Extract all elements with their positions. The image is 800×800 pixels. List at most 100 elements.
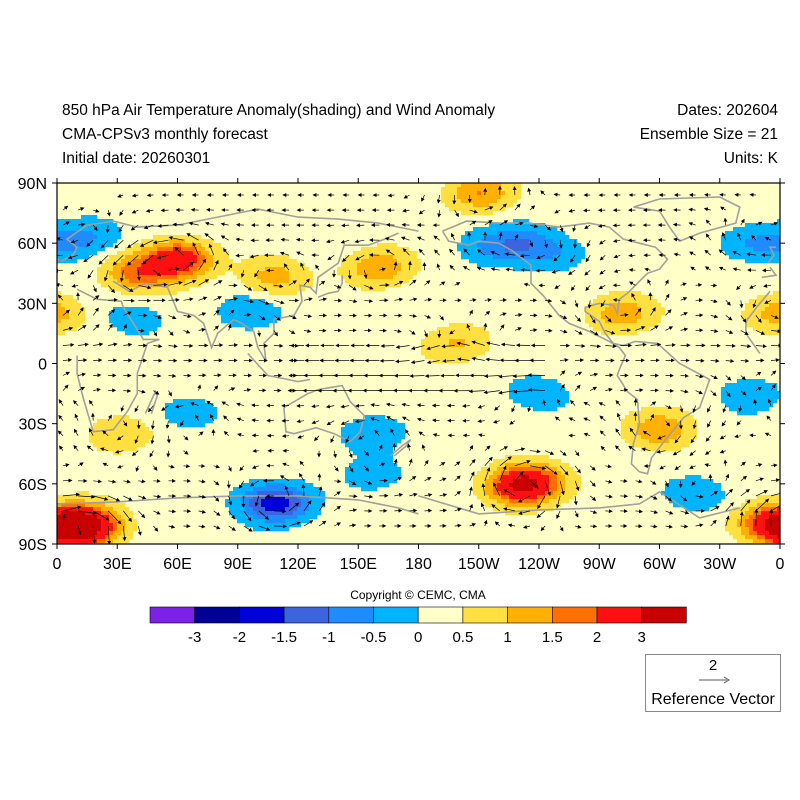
anomaly-cell xyxy=(493,259,498,264)
wind-vector xyxy=(394,297,404,302)
anomaly-cell xyxy=(505,463,510,468)
anomaly-cell xyxy=(657,423,662,428)
wind-vector xyxy=(254,495,260,507)
anomaly-cell xyxy=(381,447,386,452)
anomaly-cell xyxy=(385,451,390,456)
anomaly-cell xyxy=(113,419,118,424)
anomaly-cell xyxy=(129,279,134,284)
wind-vector xyxy=(559,465,569,476)
anomaly-cell xyxy=(613,291,618,296)
anomaly-cell xyxy=(761,395,766,400)
anomaly-cell xyxy=(109,515,114,520)
anomaly-cell xyxy=(497,471,502,476)
anomaly-cell xyxy=(237,267,242,272)
anomaly-cell xyxy=(265,483,270,488)
anomaly-cell xyxy=(769,243,774,248)
anomaly-cell xyxy=(141,239,146,244)
anomaly-cell xyxy=(125,251,130,256)
wind-vector xyxy=(740,475,748,482)
anomaly-cell xyxy=(57,319,62,324)
anomaly-cell xyxy=(477,343,482,348)
anomaly-cell xyxy=(93,247,98,252)
wind-vector xyxy=(83,254,94,263)
anomaly-cell xyxy=(177,271,182,276)
anomaly-cell xyxy=(113,535,118,540)
anomaly-cell xyxy=(437,355,442,360)
anomaly-cell xyxy=(393,431,398,436)
anomaly-cell xyxy=(669,483,674,488)
anomaly-cell xyxy=(773,387,778,392)
anomaly-cell xyxy=(745,251,750,256)
anomaly-cell xyxy=(357,275,362,280)
anomaly-cell xyxy=(537,495,542,500)
anomaly-cell xyxy=(461,235,466,240)
anomaly-cell xyxy=(61,243,66,248)
anomaly-cell xyxy=(741,515,746,520)
anomaly-cell xyxy=(81,503,86,508)
anomaly-cell xyxy=(681,491,686,496)
anomaly-cell xyxy=(517,455,522,460)
anomaly-cell xyxy=(461,207,466,212)
anomaly-cell xyxy=(137,435,142,440)
wind-vector xyxy=(143,224,154,230)
anomaly-cell xyxy=(89,531,94,536)
anomaly-cell xyxy=(485,263,490,268)
anomaly-cell xyxy=(365,479,370,484)
wind-vector xyxy=(138,389,146,394)
anomaly-cell xyxy=(457,359,462,364)
anomaly-cell xyxy=(629,431,634,436)
anomaly-cell xyxy=(705,503,710,508)
anomaly-cell xyxy=(369,431,374,436)
anomaly-cell xyxy=(529,487,534,492)
anomaly-cell xyxy=(185,243,190,248)
wind-vector xyxy=(135,465,140,472)
anomaly-cell xyxy=(401,247,406,252)
anomaly-cell xyxy=(265,279,270,284)
anomaly-cell xyxy=(449,191,454,196)
anomaly-cell xyxy=(557,487,562,492)
anomaly-cell xyxy=(621,303,626,308)
wind-vector xyxy=(379,462,386,467)
anomaly-cell xyxy=(761,507,766,512)
wind-vector xyxy=(558,240,563,249)
wind-vector xyxy=(560,358,569,363)
anomaly-cell xyxy=(501,187,506,192)
anomaly-cell xyxy=(89,527,94,532)
anomaly-cell xyxy=(485,335,490,340)
wind-vector xyxy=(749,433,756,438)
anomaly-cell xyxy=(249,315,254,320)
anomaly-cell xyxy=(521,399,526,404)
wind-vector xyxy=(122,525,127,542)
anomaly-cell xyxy=(629,415,634,420)
anomaly-cell xyxy=(125,315,130,320)
anomaly-cell xyxy=(757,507,762,512)
anomaly-cell xyxy=(285,291,290,296)
anomaly-cell xyxy=(745,319,750,324)
wind-vector xyxy=(347,270,352,280)
anomaly-cell xyxy=(269,519,274,524)
anomaly-cell xyxy=(397,275,402,280)
anomaly-cell xyxy=(377,247,382,252)
anomaly-cell xyxy=(389,255,394,260)
anomaly-cell xyxy=(369,475,374,480)
wind-vector xyxy=(108,479,117,484)
anomaly-cell xyxy=(533,243,538,248)
wind-vector xyxy=(770,329,780,334)
anomaly-cell xyxy=(153,263,158,268)
anomaly-cell xyxy=(377,427,382,432)
wind-vector xyxy=(725,343,736,348)
anomaly-cell xyxy=(505,199,510,204)
anomaly-cell xyxy=(749,235,754,240)
anomaly-cell xyxy=(533,491,538,496)
anomaly-cell xyxy=(541,503,546,508)
wind-vector xyxy=(354,419,365,424)
anomaly-cell xyxy=(525,251,530,256)
anomaly-cell xyxy=(445,327,450,332)
anomaly-cell xyxy=(553,459,558,464)
wind-vector xyxy=(691,480,696,486)
anomaly-cell xyxy=(105,435,110,440)
wind-vector xyxy=(303,314,313,319)
anomaly-cell xyxy=(493,187,498,192)
wind-vector xyxy=(183,343,194,348)
anomaly-cell xyxy=(669,447,674,452)
